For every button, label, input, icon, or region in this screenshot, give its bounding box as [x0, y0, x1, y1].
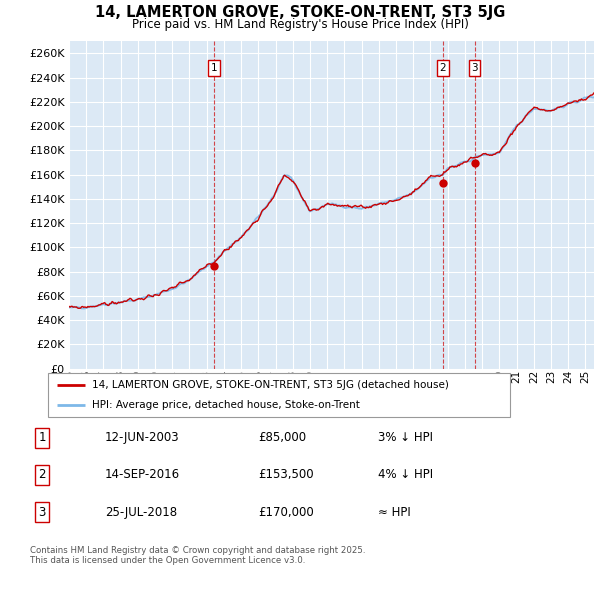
Text: £85,000: £85,000 — [258, 431, 306, 444]
Text: 14, LAMERTON GROVE, STOKE-ON-TRENT, ST3 5JG: 14, LAMERTON GROVE, STOKE-ON-TRENT, ST3 … — [95, 5, 505, 19]
Text: Price paid vs. HM Land Registry's House Price Index (HPI): Price paid vs. HM Land Registry's House … — [131, 18, 469, 31]
Text: HPI: Average price, detached house, Stoke-on-Trent: HPI: Average price, detached house, Stok… — [92, 400, 360, 410]
Text: £153,500: £153,500 — [258, 468, 314, 481]
Text: 2: 2 — [439, 63, 446, 73]
Text: 12-JUN-2003: 12-JUN-2003 — [105, 431, 179, 444]
Text: 1: 1 — [211, 63, 218, 73]
Text: 2: 2 — [38, 468, 46, 481]
Text: 3: 3 — [471, 63, 478, 73]
Text: 14-SEP-2016: 14-SEP-2016 — [105, 468, 180, 481]
Text: 1: 1 — [38, 431, 46, 444]
Text: 4% ↓ HPI: 4% ↓ HPI — [378, 468, 433, 481]
Text: 3: 3 — [38, 506, 46, 519]
Text: ≈ HPI: ≈ HPI — [378, 506, 411, 519]
Text: 14, LAMERTON GROVE, STOKE-ON-TRENT, ST3 5JG (detached house): 14, LAMERTON GROVE, STOKE-ON-TRENT, ST3 … — [92, 380, 449, 390]
Text: 3% ↓ HPI: 3% ↓ HPI — [378, 431, 433, 444]
Text: £170,000: £170,000 — [258, 506, 314, 519]
Text: Contains HM Land Registry data © Crown copyright and database right 2025.
This d: Contains HM Land Registry data © Crown c… — [30, 546, 365, 565]
Text: 25-JUL-2018: 25-JUL-2018 — [105, 506, 177, 519]
